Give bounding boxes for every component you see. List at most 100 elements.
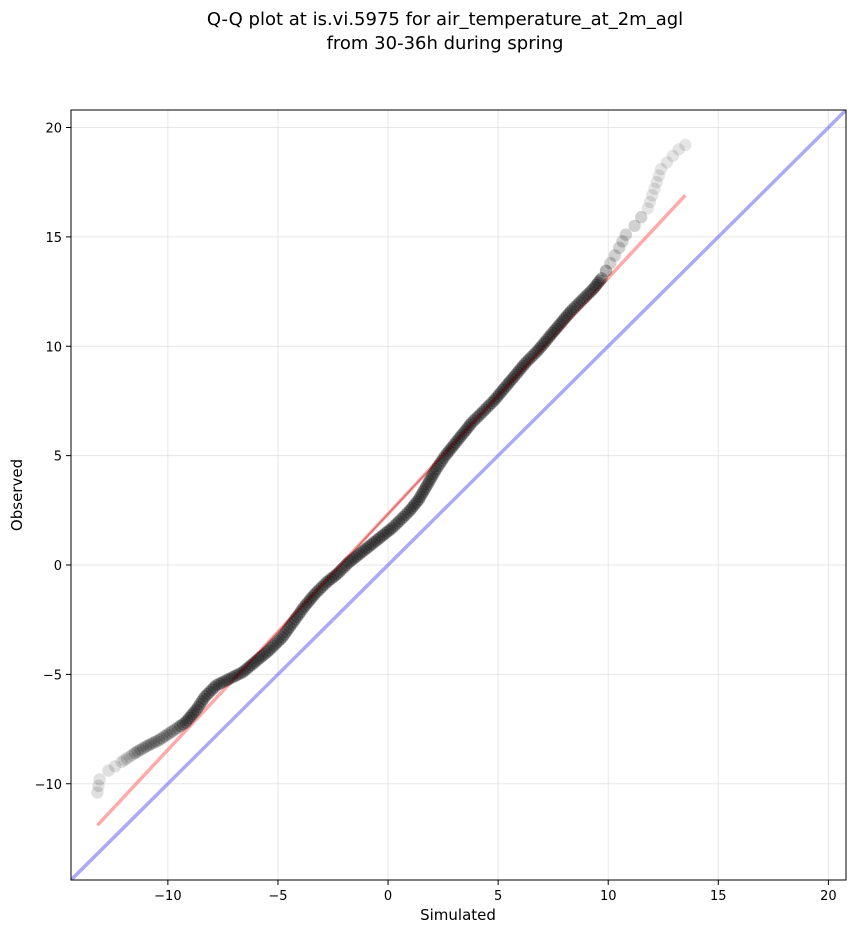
quantile-point [397, 510, 410, 524]
quantile-point [218, 675, 231, 688]
quantile-point [537, 337, 550, 351]
quantile-point [381, 525, 395, 538]
quantile-point [247, 656, 260, 670]
quantile-point [313, 582, 326, 596]
quantile-point [362, 540, 375, 554]
quantile-point [604, 256, 617, 270]
quantile-point [326, 571, 340, 584]
quantile-point [205, 683, 219, 696]
quantile-point [136, 742, 150, 755]
quantile-point [155, 732, 168, 745]
quantile-point [269, 637, 282, 650]
quantile-point [223, 672, 236, 685]
quantile-point [531, 344, 544, 357]
quantile-point [329, 569, 342, 582]
quantile-point [599, 264, 613, 277]
quantile-point [267, 639, 280, 653]
quantile-point [301, 596, 315, 609]
quantile-point [586, 283, 599, 296]
quantile-point [176, 718, 189, 731]
quantile-point [195, 695, 208, 708]
quantile-point [590, 278, 603, 292]
quantile-point [184, 709, 198, 723]
quantile-point [560, 309, 574, 322]
quantile-point [522, 353, 536, 366]
quantile-point [139, 740, 153, 753]
quantile-point [128, 746, 141, 760]
quantile-point [215, 676, 228, 689]
quantile-point [324, 572, 337, 586]
quantile-point [322, 574, 335, 587]
quantile-point [171, 721, 184, 734]
quantile-point [446, 440, 459, 454]
quantile-point [505, 372, 519, 386]
quantile-point [428, 465, 442, 478]
quantile-point [243, 660, 256, 673]
quantile-point [613, 241, 626, 254]
quantile-point [294, 605, 307, 618]
quantile-point [403, 504, 417, 517]
quantile-point [256, 649, 269, 662]
quantile-point [424, 472, 437, 486]
quantile-point [496, 383, 510, 397]
x-tick-label: −5 [268, 889, 287, 904]
quantile-point [472, 410, 485, 423]
quantile-point [493, 388, 506, 401]
quantile-point [430, 462, 443, 475]
quantile-point [444, 442, 457, 456]
x-tick-label: −10 [154, 889, 181, 904]
quantile-point [487, 394, 500, 408]
quantile-point [390, 517, 404, 530]
quantile-point [388, 519, 401, 532]
quantile-point [123, 750, 136, 763]
quantile-point [469, 412, 483, 425]
quantile-point [462, 421, 475, 434]
quantile-point [126, 748, 139, 762]
quantile-point [254, 651, 267, 664]
quantile-point [405, 501, 418, 515]
quantile-point [628, 219, 641, 233]
quantile-point [289, 613, 302, 626]
quantile-point [432, 459, 445, 473]
quantile-point [226, 671, 239, 684]
quantile-point [207, 681, 221, 694]
quantile-point [377, 528, 390, 541]
quantile-point [548, 324, 561, 338]
quantile-point [150, 735, 163, 748]
quantile-point [220, 673, 234, 687]
quantile-point [577, 291, 591, 305]
y-tick-label: 10 [45, 340, 62, 355]
quantile-point [502, 377, 515, 390]
quantile-point [279, 625, 293, 639]
quantile-point [652, 169, 666, 182]
quantile-point [650, 176, 663, 189]
quantile-point [433, 457, 447, 470]
quantile-point [181, 714, 194, 727]
quantile-point [197, 692, 210, 706]
quantile-point [258, 647, 271, 661]
quantile-point [474, 407, 487, 421]
quantile-point [166, 725, 179, 738]
x-tick-label: 15 [710, 889, 727, 904]
quantile-point [386, 521, 399, 534]
quantile-point [401, 506, 415, 519]
quantile-point [201, 687, 214, 701]
quantile-point [337, 561, 351, 574]
quantile-point [513, 364, 526, 377]
quantile-point [409, 497, 422, 510]
quantile-point [520, 355, 533, 368]
quantile-point [311, 585, 324, 598]
quantile-point [566, 302, 580, 316]
quantile-point [504, 375, 517, 388]
quantile-point [375, 530, 388, 543]
quantile-point [233, 667, 247, 680]
x-tick-label: 0 [384, 889, 392, 904]
quantile-point [557, 313, 570, 327]
quantile-point [440, 447, 454, 460]
quantile-point [527, 348, 540, 362]
quantile-point [144, 737, 158, 751]
x-tick-label: 20 [820, 889, 837, 904]
quantile-point [359, 542, 373, 555]
quantile-point [392, 515, 406, 528]
quantile-point [236, 666, 249, 679]
